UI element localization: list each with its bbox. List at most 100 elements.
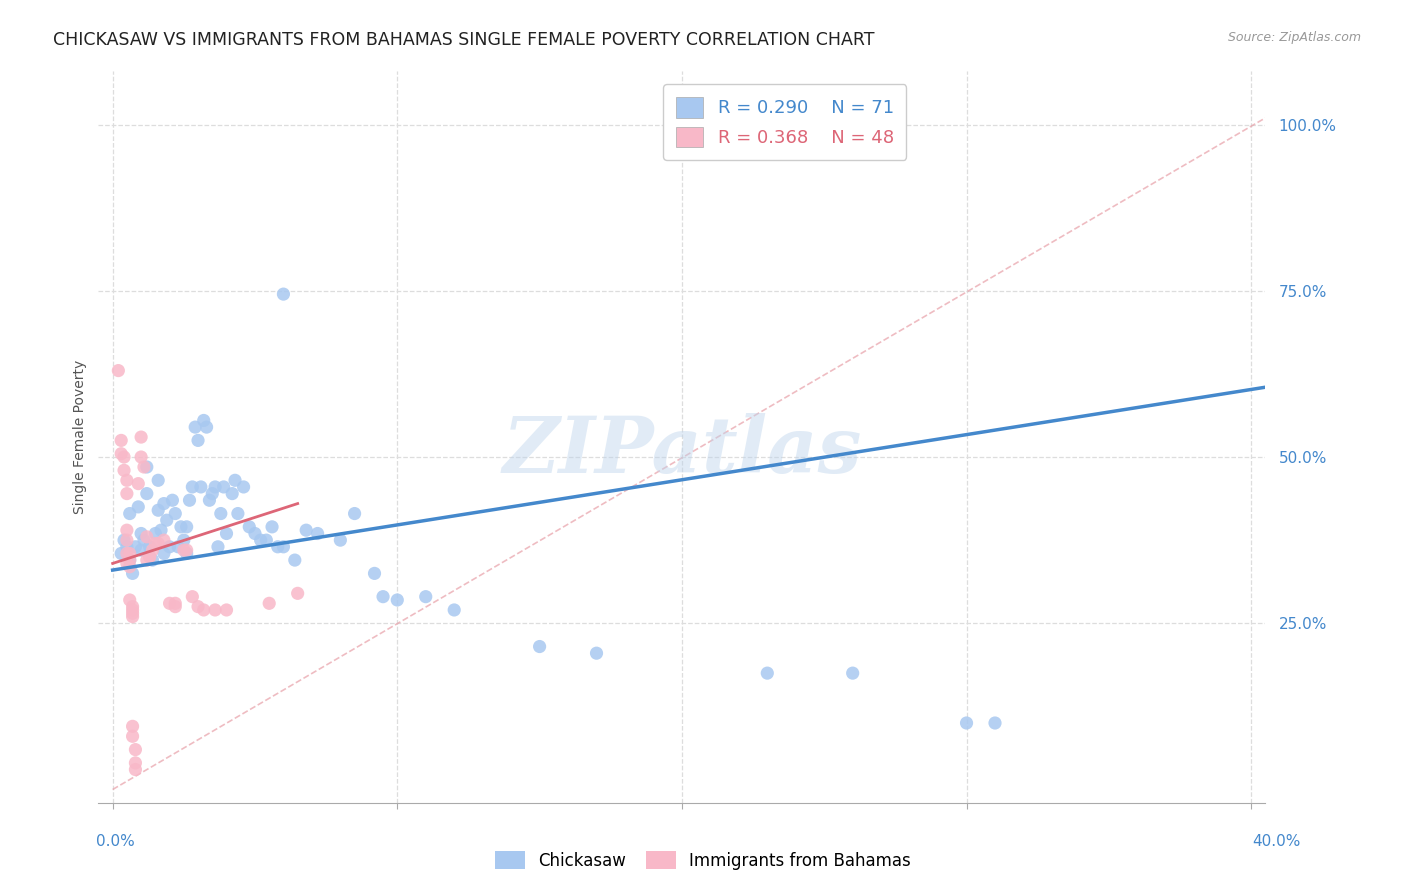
Point — [387, 593, 409, 607]
Point — [112, 463, 135, 477]
Point — [124, 742, 146, 756]
Point — [148, 536, 170, 550]
Point — [529, 640, 551, 654]
Point — [224, 473, 246, 487]
Point — [176, 520, 198, 534]
Point — [184, 420, 207, 434]
Point — [193, 413, 215, 427]
Point — [132, 533, 155, 548]
Point — [254, 533, 277, 548]
Point — [167, 540, 190, 554]
Point — [115, 533, 138, 548]
Point — [207, 540, 229, 554]
Point — [118, 507, 141, 521]
Point — [329, 533, 352, 548]
Point — [121, 719, 143, 733]
Point — [110, 546, 132, 560]
Point — [135, 460, 157, 475]
Point — [226, 507, 249, 521]
Point — [173, 543, 195, 558]
Point — [115, 540, 138, 554]
Point — [415, 590, 437, 604]
Legend: R = 0.290    N = 71, R = 0.368    N = 48: R = 0.290 N = 71, R = 0.368 N = 48 — [664, 84, 907, 160]
Point — [187, 434, 209, 448]
Point — [756, 666, 779, 681]
Point — [129, 543, 152, 558]
Point — [115, 486, 138, 500]
Point — [295, 523, 318, 537]
Point — [187, 599, 209, 614]
Point — [173, 533, 195, 548]
Point — [141, 553, 163, 567]
Point — [170, 520, 193, 534]
Text: ZIPatlas: ZIPatlas — [502, 414, 862, 490]
Point — [132, 460, 155, 475]
Point — [148, 473, 170, 487]
Point — [118, 553, 141, 567]
Point — [955, 716, 977, 731]
Point — [162, 493, 184, 508]
Point — [215, 526, 238, 541]
Legend: Chickasaw, Immigrants from Bahamas: Chickasaw, Immigrants from Bahamas — [488, 845, 918, 877]
Point — [343, 507, 366, 521]
Point — [209, 507, 232, 521]
Point — [153, 497, 176, 511]
Point — [156, 513, 179, 527]
Point — [138, 540, 160, 554]
Point — [138, 549, 160, 564]
Point — [129, 526, 152, 541]
Point — [165, 507, 187, 521]
Point — [148, 503, 170, 517]
Text: CHICKASAW VS IMMIGRANTS FROM BAHAMAS SINGLE FEMALE POVERTY CORRELATION CHART: CHICKASAW VS IMMIGRANTS FROM BAHAMAS SIN… — [53, 31, 875, 49]
Point — [181, 590, 204, 604]
Point — [112, 533, 135, 548]
Text: Source: ZipAtlas.com: Source: ZipAtlas.com — [1227, 31, 1361, 45]
Point — [138, 549, 160, 564]
Y-axis label: Single Female Poverty: Single Female Poverty — [73, 360, 87, 514]
Point — [150, 523, 173, 537]
Point — [118, 593, 141, 607]
Point — [121, 566, 143, 581]
Point — [127, 500, 149, 514]
Point — [121, 607, 143, 621]
Point — [307, 526, 329, 541]
Point — [273, 540, 295, 554]
Point — [371, 590, 394, 604]
Point — [984, 716, 1007, 731]
Point — [284, 553, 307, 567]
Point — [165, 596, 187, 610]
Point — [204, 480, 226, 494]
Point — [238, 520, 260, 534]
Point — [267, 540, 290, 554]
Point — [159, 540, 181, 554]
Point — [260, 520, 283, 534]
Point — [841, 666, 863, 681]
Point — [135, 553, 157, 567]
Point — [115, 546, 138, 560]
Point — [129, 430, 152, 444]
Point — [363, 566, 385, 581]
Point — [118, 553, 141, 567]
Point — [181, 480, 204, 494]
Point — [179, 493, 201, 508]
Point — [118, 559, 141, 574]
Point — [124, 540, 146, 554]
Point — [159, 596, 181, 610]
Point — [165, 599, 187, 614]
Point — [115, 523, 138, 537]
Point — [215, 603, 238, 617]
Point — [121, 609, 143, 624]
Point — [121, 729, 143, 743]
Point — [141, 543, 163, 558]
Point — [201, 486, 224, 500]
Point — [124, 763, 146, 777]
Point — [124, 756, 146, 770]
Point — [190, 480, 212, 494]
Point — [110, 447, 132, 461]
Point — [221, 486, 243, 500]
Point — [112, 450, 135, 464]
Point — [107, 363, 129, 377]
Point — [287, 586, 309, 600]
Text: 40.0%: 40.0% — [1253, 834, 1301, 848]
Point — [585, 646, 607, 660]
